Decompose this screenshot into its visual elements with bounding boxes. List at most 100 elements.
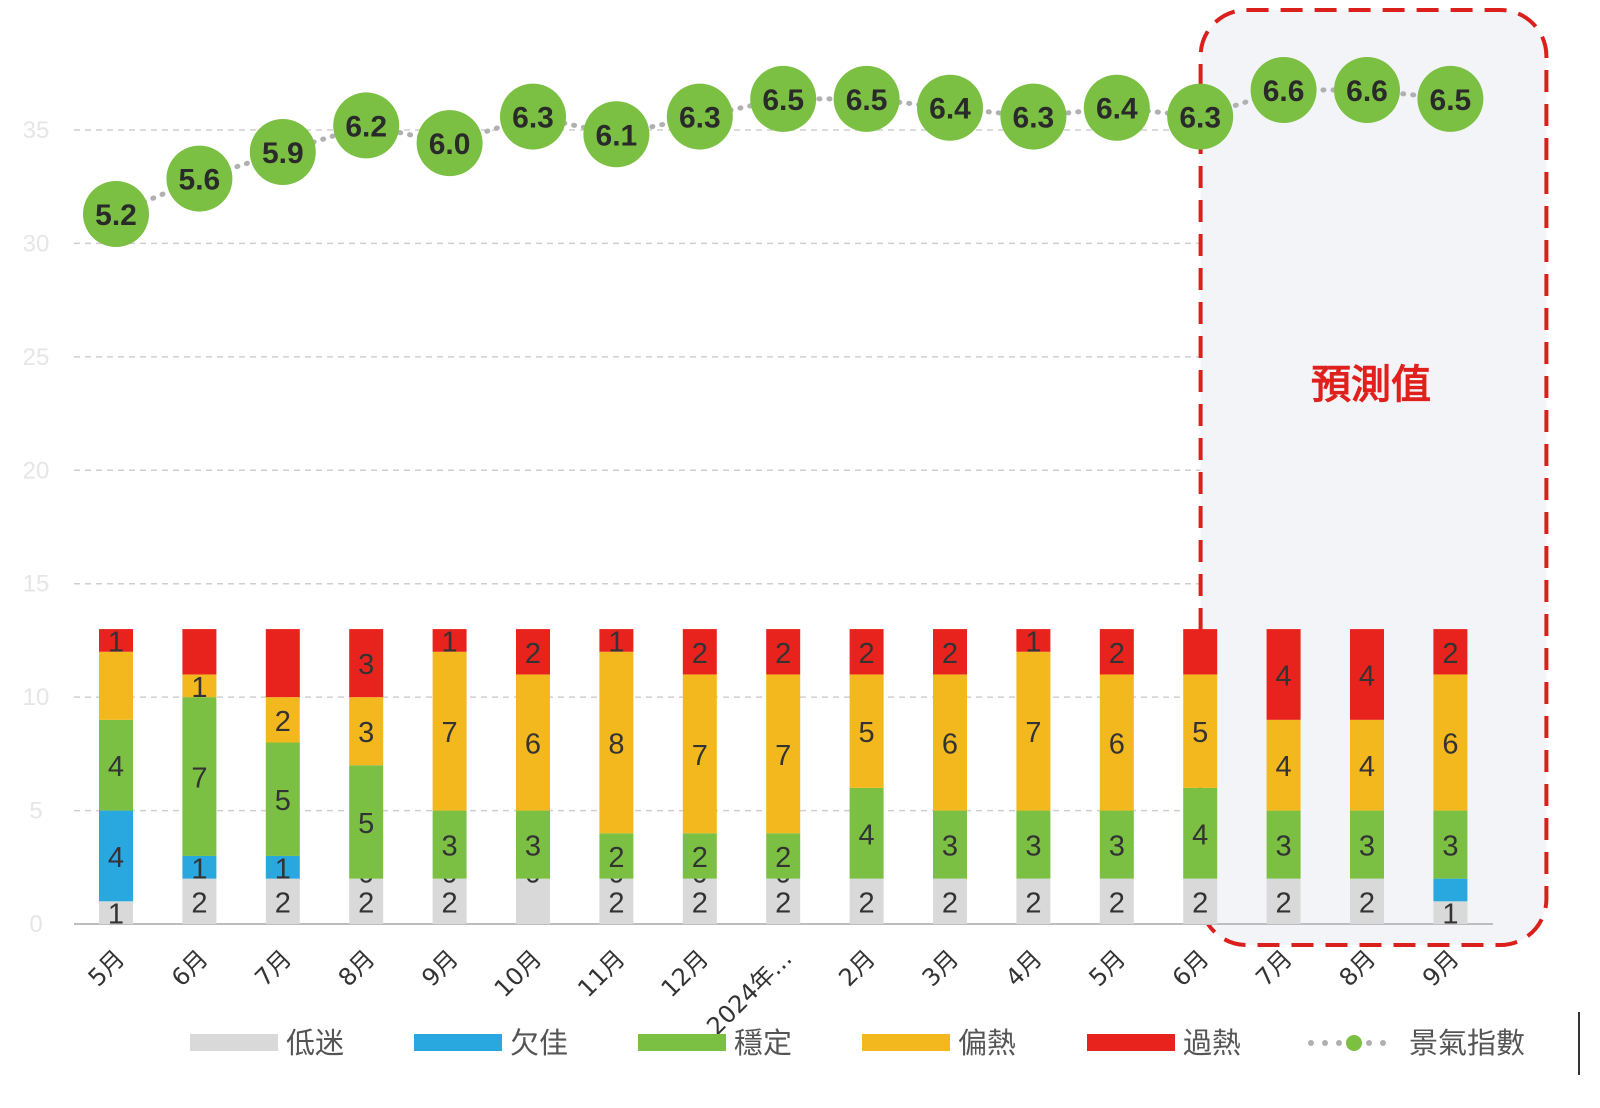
- bar-value-label: 1: [191, 672, 207, 704]
- bar-segment: [182, 674, 217, 698]
- legend-swatch: [638, 1034, 726, 1051]
- bar-value-label: 2: [275, 706, 291, 738]
- bar-value-label: 2: [775, 842, 791, 874]
- bar-value-label: 4: [1359, 660, 1375, 692]
- legend-line-dot: [1380, 1040, 1386, 1046]
- bar-segment: [1433, 878, 1468, 902]
- bar-segment: [599, 833, 634, 879]
- bar-value-label: 2: [1109, 887, 1125, 919]
- bar-segment: [1099, 810, 1134, 879]
- index-value-label: 6.6: [1346, 75, 1388, 108]
- bar-segment: [349, 878, 384, 924]
- bar-value-label: 1: [1025, 626, 1041, 658]
- legend: 低迷 欠佳 穩定 偏熱 過熱 景氣指數: [190, 1026, 1525, 1060]
- bar-segment: [265, 855, 300, 879]
- bar-segment: [1433, 810, 1468, 879]
- bar-value-label: 2: [525, 638, 541, 670]
- bar-value-label: 2: [859, 638, 875, 670]
- legend-line-dot: [1322, 1040, 1328, 1046]
- bar-value-label: 2: [1276, 887, 1292, 919]
- bar-segment: [766, 629, 801, 675]
- legend-swatch: [414, 1034, 502, 1051]
- bar-value-label: 3: [1025, 831, 1041, 863]
- x-tick-label: 3月: [917, 944, 965, 992]
- bar-segment: [1183, 629, 1218, 675]
- bar-segment: [1433, 901, 1468, 924]
- bar-segment: [682, 878, 717, 924]
- bar-value-label: 7: [692, 740, 708, 772]
- bar-segment: [265, 629, 300, 698]
- bar-segment: [349, 629, 384, 698]
- bar-value-label: 4: [859, 819, 875, 851]
- bar-value-label: 8: [608, 729, 624, 761]
- index-value-label: 6.5: [762, 84, 804, 117]
- bar-value-label: 2: [191, 887, 207, 919]
- bar-segment: [516, 878, 550, 924]
- bar-segment: [1016, 629, 1051, 652]
- x-tick-label: 8月: [1334, 944, 1382, 992]
- y-tick-label: 10: [23, 684, 50, 711]
- bar-value-label: 2: [1359, 887, 1375, 919]
- bar-segment: [1266, 878, 1301, 924]
- index-point: [666, 83, 733, 150]
- bar-value-label: 2: [775, 638, 791, 670]
- index-value-label: 6.3: [1013, 102, 1055, 135]
- bar-segment: [933, 810, 967, 879]
- bar-value-label: 6: [1109, 729, 1125, 761]
- bar-segment: [849, 787, 884, 879]
- bar-segment: [1266, 810, 1301, 879]
- index-value-label: 6.6: [1263, 75, 1305, 108]
- bar-value-label: 2: [608, 842, 624, 874]
- bar-segment: [766, 833, 801, 879]
- bar-value-label: 2: [859, 887, 875, 919]
- bar-segment: [1433, 629, 1468, 675]
- index-value-label: 5.2: [95, 199, 137, 232]
- bar-segment: [1433, 674, 1468, 811]
- index-point: [1417, 65, 1484, 132]
- index-point: [166, 145, 233, 212]
- x-tick-label: 9月: [1417, 944, 1465, 992]
- index-value-label: 6.3: [512, 102, 554, 135]
- bar-value-label: 2: [692, 638, 708, 670]
- index-value-label: 6.2: [345, 110, 387, 143]
- bar-value-label: 1: [275, 853, 291, 885]
- index-value-label: 6.0: [429, 128, 471, 161]
- index-value-label: 5.9: [262, 137, 304, 170]
- legend-label: 低迷: [286, 1026, 344, 1060]
- bar-segment: [1099, 878, 1134, 924]
- bar-segment: [1099, 674, 1134, 811]
- bar-segment: [766, 878, 801, 924]
- index-point: [500, 83, 566, 150]
- index-point: [1334, 57, 1400, 123]
- legend-swatch: [1087, 1034, 1175, 1051]
- bar-segment: [1350, 878, 1384, 924]
- index-point: [1000, 83, 1067, 150]
- bar-value-label: 3: [1442, 831, 1458, 863]
- bar-segment: [99, 629, 133, 652]
- bar-segment: [1183, 878, 1218, 924]
- bar-segment: [849, 674, 884, 788]
- bar-segment: [599, 629, 634, 652]
- bar-segment: [349, 765, 384, 879]
- bar-value-label: 5: [358, 808, 374, 840]
- index-point: [583, 101, 650, 168]
- bar-value-label: 2: [692, 887, 708, 919]
- index-point: [833, 65, 900, 132]
- bar-segment: [766, 674, 801, 834]
- bar-segment: [182, 697, 217, 856]
- bar-segment: [516, 674, 550, 811]
- legend-label: 欠佳: [510, 1026, 568, 1060]
- x-tick-label: 4月: [1000, 944, 1048, 992]
- x-tick-label: 11月: [572, 944, 630, 1002]
- y-tick-label: 20: [23, 457, 50, 484]
- index-point: [1083, 74, 1150, 141]
- bar-value-label: 1: [442, 626, 458, 658]
- bar-segment: [849, 878, 884, 924]
- bar-value-label: 3: [442, 831, 458, 863]
- bar-value-label: 2: [1442, 638, 1458, 670]
- bar-segment: [99, 719, 133, 811]
- bar-segment: [933, 629, 967, 675]
- bar-value-label: 7: [442, 717, 458, 749]
- x-tick-label: 9月: [416, 944, 464, 992]
- bar-value-label: 7: [775, 740, 791, 772]
